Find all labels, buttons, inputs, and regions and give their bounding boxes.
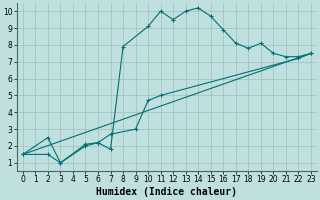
X-axis label: Humidex (Indice chaleur): Humidex (Indice chaleur) — [96, 187, 237, 197]
